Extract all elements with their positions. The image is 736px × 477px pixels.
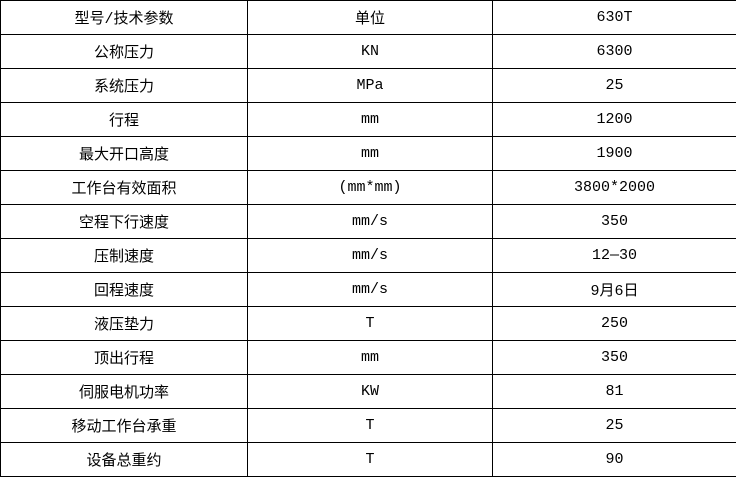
table-row: 移动工作台承重 T 25: [1, 409, 736, 443]
table-row: 顶出行程 mm 350: [1, 341, 736, 375]
value-cell: 6300: [493, 35, 736, 69]
unit-cell: mm/s: [248, 239, 493, 273]
value-cell: 81: [493, 375, 736, 409]
table-row: 最大开口高度 mm 1900: [1, 137, 736, 171]
unit-cell: mm/s: [248, 273, 493, 307]
header-param-cell: 型号/技术参数: [1, 1, 248, 35]
value-cell: 250: [493, 307, 736, 341]
value-cell: 3800*2000: [493, 171, 736, 205]
param-cell: 移动工作台承重: [1, 409, 248, 443]
unit-cell: KW: [248, 375, 493, 409]
value-cell: 350: [493, 341, 736, 375]
table-row: 工作台有效面积 (mm*mm) 3800*2000: [1, 171, 736, 205]
param-cell: 压制速度: [1, 239, 248, 273]
value-cell: 9月6日: [493, 273, 736, 307]
table-row: 公称压力 KN 6300: [1, 35, 736, 69]
value-cell: 12—30: [493, 239, 736, 273]
param-cell: 空程下行速度: [1, 205, 248, 239]
value-cell: 25: [493, 69, 736, 103]
table-row: 系统压力 MPa 25: [1, 69, 736, 103]
unit-cell: mm: [248, 103, 493, 137]
param-cell: 公称压力: [1, 35, 248, 69]
unit-cell: mm/s: [248, 205, 493, 239]
unit-cell: T: [248, 307, 493, 341]
header-unit-cell: 单位: [248, 1, 493, 35]
value-cell: 1900: [493, 137, 736, 171]
unit-cell: MPa: [248, 69, 493, 103]
header-model-cell: 630T: [493, 1, 736, 35]
param-cell: 伺服电机功率: [1, 375, 248, 409]
table-row: 空程下行速度 mm/s 350: [1, 205, 736, 239]
param-cell: 回程速度: [1, 273, 248, 307]
unit-cell: mm: [248, 137, 493, 171]
param-cell: 最大开口高度: [1, 137, 248, 171]
value-cell: 25: [493, 409, 736, 443]
unit-cell: KN: [248, 35, 493, 69]
table-row: 设备总重约 T 90: [1, 443, 736, 477]
table-row: 行程 mm 1200: [1, 103, 736, 137]
table-row: 伺服电机功率 KW 81: [1, 375, 736, 409]
header-row: 型号/技术参数 单位 630T: [1, 1, 736, 35]
table-row: 回程速度 mm/s 9月6日: [1, 273, 736, 307]
table-row: 液压垫力 T 250: [1, 307, 736, 341]
unit-cell: T: [248, 409, 493, 443]
param-cell: 液压垫力: [1, 307, 248, 341]
table-row: 压制速度 mm/s 12—30: [1, 239, 736, 273]
value-cell: 350: [493, 205, 736, 239]
param-cell: 设备总重约: [1, 443, 248, 477]
param-cell: 行程: [1, 103, 248, 137]
unit-cell: (mm*mm): [248, 171, 493, 205]
param-cell: 系统压力: [1, 69, 248, 103]
value-cell: 1200: [493, 103, 736, 137]
param-cell: 顶出行程: [1, 341, 248, 375]
param-cell: 工作台有效面积: [1, 171, 248, 205]
value-cell: 90: [493, 443, 736, 477]
unit-cell: mm: [248, 341, 493, 375]
unit-cell: T: [248, 443, 493, 477]
